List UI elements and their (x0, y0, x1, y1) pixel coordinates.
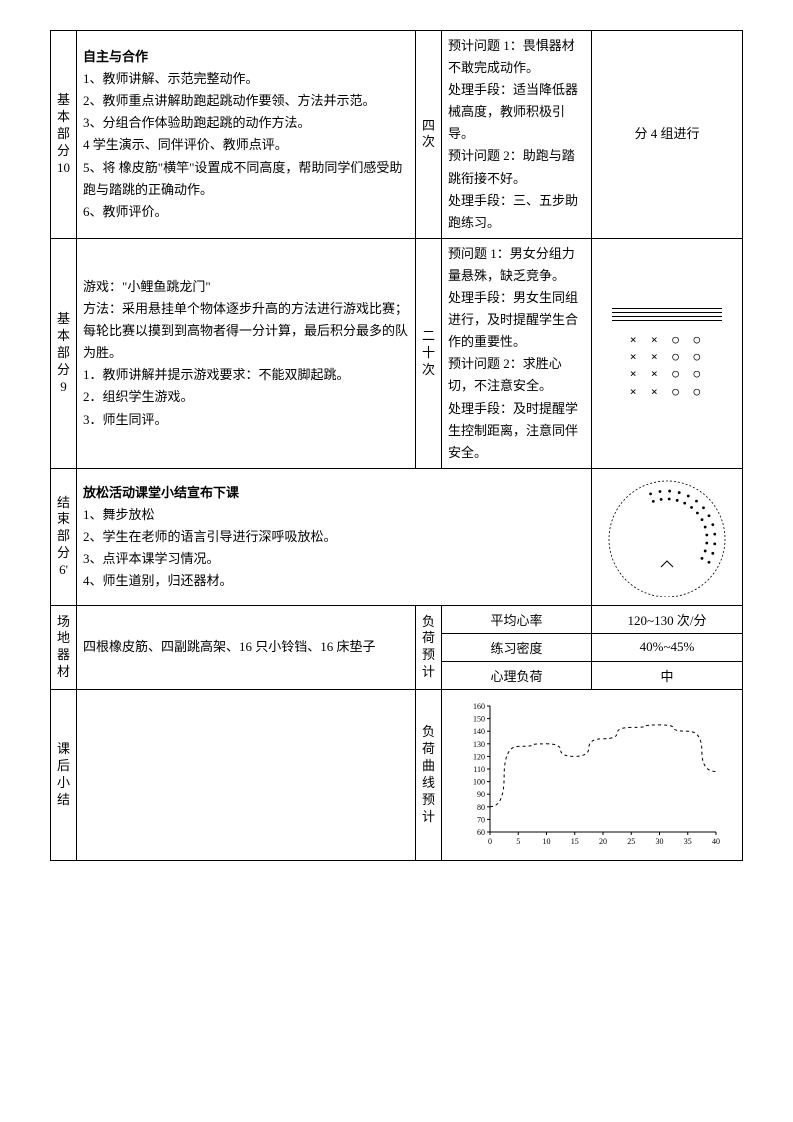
svg-text:160: 160 (473, 702, 485, 711)
svg-text:25: 25 (627, 837, 635, 846)
chart-label: 负 荷 曲 线 预 计 (415, 689, 441, 860)
svg-text:70: 70 (477, 815, 485, 824)
problems-cell: 预问题 1：男女分组力量悬殊，缺乏竞争。 处理手段：男女生同组进行，及时提醒学生… (442, 238, 592, 468)
content-title: 自主与合作 (83, 46, 409, 68)
content-line: 1、舞步放松 (83, 504, 585, 526)
content-line: 6、教师评价。 (83, 201, 409, 223)
formation-diagram: × × ○ ○ × × ○ ○ × × ○ ○ × × ○ ○ (592, 238, 743, 468)
content-line: 2、教师重点讲解助跑起跳动作要领、方法并示范。 (83, 90, 409, 112)
svg-text:40: 40 (712, 837, 720, 846)
load-key: 练习密度 (442, 633, 592, 661)
content-line: 2．组织学生游戏。 (83, 386, 409, 408)
svg-text:30: 30 (656, 837, 664, 846)
problems-cell: 预计问题 1：畏惧器材不敢完成动作。 处理手段：适当降低器械高度，教师积极引导。… (442, 31, 592, 239)
svg-text:150: 150 (473, 714, 485, 723)
load-val: 40%~45% (592, 633, 743, 661)
marks-row: × × ○ ○ (630, 350, 704, 364)
content-title: 放松活动课堂小结宣布下课 (83, 482, 585, 504)
svg-text:20: 20 (599, 837, 607, 846)
content-line: 2、学生在老师的语言引导进行深呼吸放松。 (83, 526, 585, 548)
section-label-end: 结 束 部 分 6' (51, 468, 77, 605)
load-curve-chart: 60 70 80 90 100 110 120 130 140 150 160 0 5 10 15 20 25 3… (462, 700, 722, 850)
svg-text:130: 130 (473, 740, 485, 749)
summary-blank (77, 689, 416, 860)
load-val: 120~130 次/分 (592, 605, 743, 633)
equipment-label: 场 地 器 材 (51, 605, 77, 689)
load-label: 负 荷 预 计 (415, 605, 441, 689)
svg-text:0: 0 (488, 837, 492, 846)
content-line: 4、师生道别，归还器材。 (83, 570, 585, 592)
svg-text:80: 80 (477, 803, 485, 812)
content-line: 方法：采用悬挂单个物体逐步升高的方法进行游戏比赛；每轮比赛以摸到到高物者得一分计… (83, 298, 409, 364)
svg-text:5: 5 (516, 837, 520, 846)
marks-row: × × ○ ○ (630, 385, 704, 399)
content-basic-10: 自主与合作 1、教师讲解、示范完整动作。 2、教师重点讲解助跑起跳动作要领、方法… (77, 31, 416, 239)
content-line: 4 学生演示、同伴评价、教师点评。 (83, 134, 409, 156)
content-line: 3、分组合作体验助跑起跳的动作方法。 (83, 112, 409, 134)
content-line: 1．教师讲解并提示游戏要求：不能双脚起跳。 (83, 364, 409, 386)
marks-row: × × ○ ○ (630, 367, 704, 381)
svg-text:120: 120 (473, 752, 485, 761)
lesson-plan-table: 基 本 部 分 10 自主与合作 1、教师讲解、示范完整动作。 2、教师重点讲解… (50, 30, 743, 861)
content-line: 游戏："小鲤鱼跳龙门" (83, 276, 409, 298)
content-end: 放松活动课堂小结宣布下课 1、舞步放松 2、学生在老师的语言引导进行深呼吸放松。… (77, 468, 592, 605)
circle-formation (592, 468, 743, 605)
svg-text:35: 35 (684, 837, 692, 846)
marks-row: × × ○ ○ (630, 333, 704, 347)
load-key: 平均心率 (442, 605, 592, 633)
svg-text:140: 140 (473, 727, 485, 736)
content-line: 3、点评本课学习情况。 (83, 548, 585, 570)
formation-cell: 分 4 组进行 (592, 31, 743, 239)
svg-text:100: 100 (473, 777, 485, 786)
content-line: 1、教师讲解、示范完整动作。 (83, 68, 409, 90)
svg-text:10: 10 (543, 837, 551, 846)
circle-diagram-svg (602, 477, 732, 597)
content-basic-9: 游戏："小鲤鱼跳龙门" 方法：采用悬挂单个物体逐步升高的方法进行游戏比赛；每轮比… (77, 238, 416, 468)
content-line: 5、将 橡皮筋"横竿"设置成不同高度，帮助同学们感受助跑与踏跳的正确动作。 (83, 157, 409, 201)
load-chart-cell: 60 70 80 90 100 110 120 130 140 150 160 0 5 10 15 20 25 3… (442, 689, 743, 860)
svg-text:60: 60 (477, 828, 485, 837)
repetition-label: 二 十 次 (415, 238, 441, 468)
load-key: 心理负荷 (442, 661, 592, 689)
summary-label: 课 后 小 结 (51, 689, 77, 860)
load-val: 中 (592, 661, 743, 689)
section-label-basic-10: 基 本 部 分 10 (51, 31, 77, 239)
content-line: 3．师生同评。 (83, 409, 409, 431)
section-label-basic-9: 基 本 部 分 9 (51, 238, 77, 468)
equipment-text: 四根橡皮筋、四副跳高架、16 只小铃铛、16 床垫子 (77, 605, 416, 689)
repetition-label: 四 次 (415, 31, 441, 239)
svg-text:15: 15 (571, 837, 579, 846)
svg-text:90: 90 (477, 790, 485, 799)
svg-text:110: 110 (473, 765, 485, 774)
